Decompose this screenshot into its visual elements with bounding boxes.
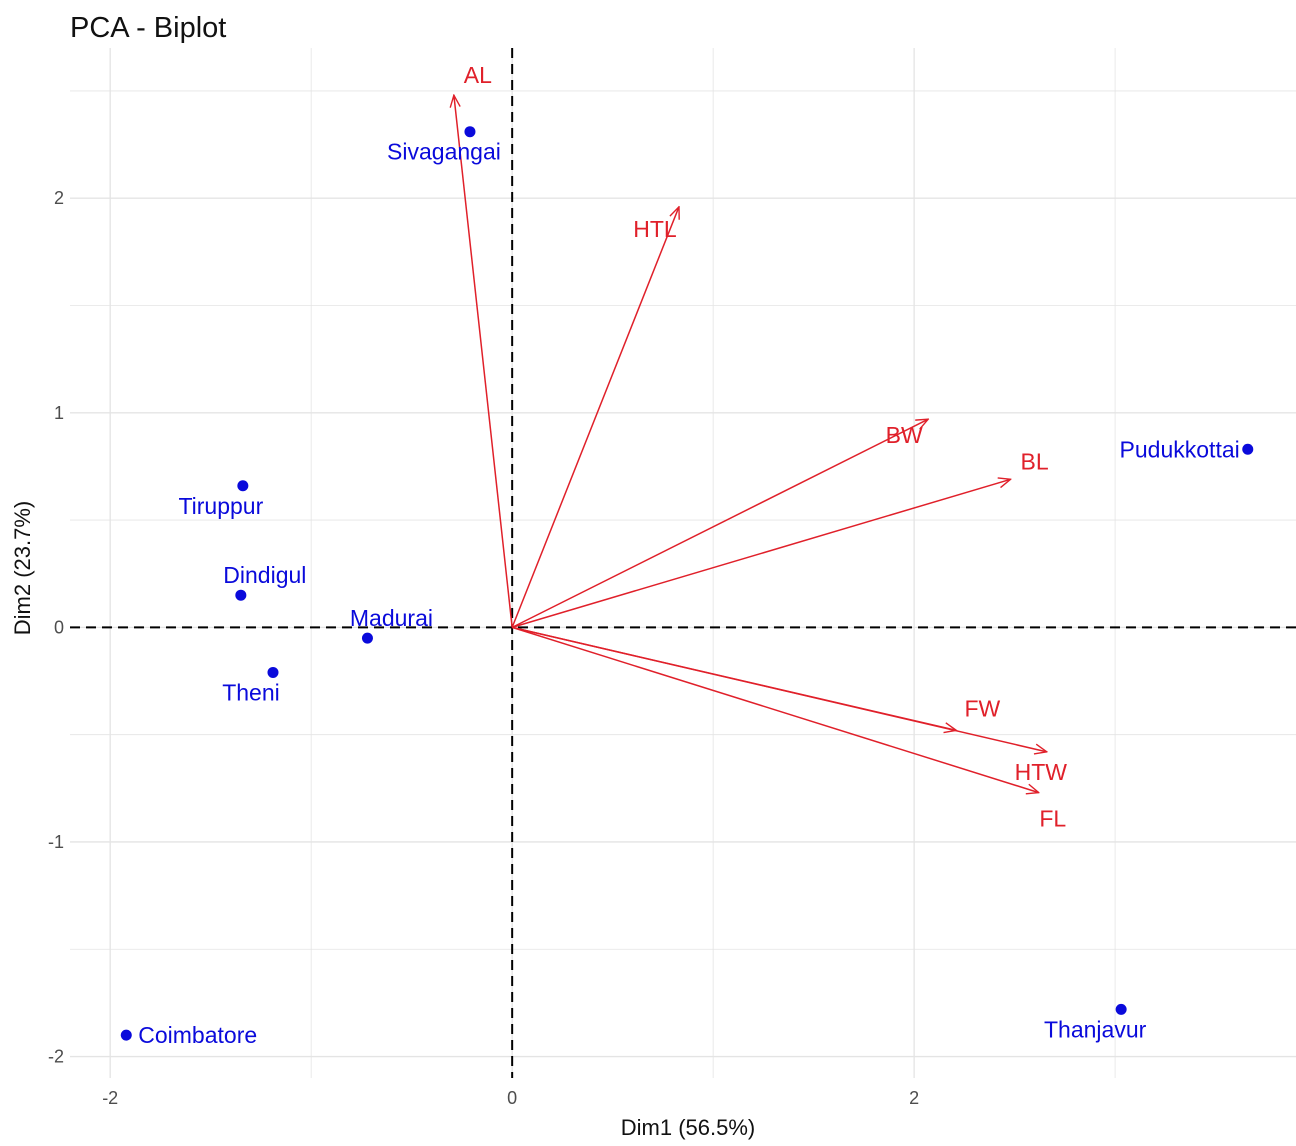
- individual-point: [1242, 443, 1254, 455]
- variable-label: HTL: [633, 216, 677, 242]
- individual-point: [267, 666, 279, 678]
- variable-arrow: [511, 207, 679, 628]
- individual-point: [235, 589, 247, 601]
- individual-points: Sivagangai Pudukkottai Tiruppur Dindigul Mad…: [120, 126, 1254, 1048]
- y-tick-label: 2: [54, 188, 64, 208]
- chart-title: PCA - Biplot: [70, 12, 227, 44]
- variable-label: AL: [464, 62, 492, 88]
- x-axis-label: Dim1 (56.5%): [621, 1115, 755, 1140]
- individual-point: [464, 126, 476, 138]
- variable-label: FW: [964, 695, 1000, 721]
- variable-label: BL: [1021, 448, 1049, 474]
- y-tick-label: -1: [48, 832, 64, 852]
- variable-arrow: [454, 95, 513, 628]
- variable-label: BW: [886, 422, 923, 448]
- individual-label: Tiruppur: [178, 493, 263, 519]
- variable-arrow: [511, 626, 1039, 792]
- individual-label: Madurai: [350, 605, 433, 631]
- individual-label: Theni: [222, 679, 280, 705]
- variable-arrows: AL HTL BW BL FW HTW FL: [454, 62, 1068, 832]
- variable-arrow: [511, 419, 928, 629]
- individual-point: [361, 632, 373, 644]
- variable-label: HTW: [1015, 759, 1068, 785]
- y-tick-label: 1: [54, 403, 64, 423]
- individual-label: Sivagangai: [387, 139, 501, 165]
- individual-point: [1115, 1003, 1127, 1015]
- variable-arrow: [511, 626, 1047, 751]
- individual-point: [237, 480, 249, 492]
- x-tick-label: 0: [507, 1088, 517, 1108]
- individual-label: Coimbatore: [138, 1022, 257, 1048]
- axis-ticks: -2 0 2 -2 -1 0 1 2: [48, 188, 919, 1108]
- individual-label: Thanjavur: [1044, 1016, 1147, 1042]
- y-tick-label: -2: [48, 1047, 64, 1067]
- individual-label: Pudukkottai: [1120, 436, 1240, 462]
- x-tick-label: 2: [909, 1088, 919, 1108]
- individual-label: Dindigul: [223, 562, 306, 588]
- y-tick-label: 0: [54, 617, 64, 637]
- variable-label: FL: [1039, 806, 1066, 832]
- y-axis-label: Dim2 (23.7%): [10, 501, 35, 635]
- reference-lines: [70, 48, 1296, 1078]
- variable-arrow: [511, 479, 1010, 629]
- x-tick-label: -2: [102, 1088, 118, 1108]
- individual-point: [120, 1029, 132, 1041]
